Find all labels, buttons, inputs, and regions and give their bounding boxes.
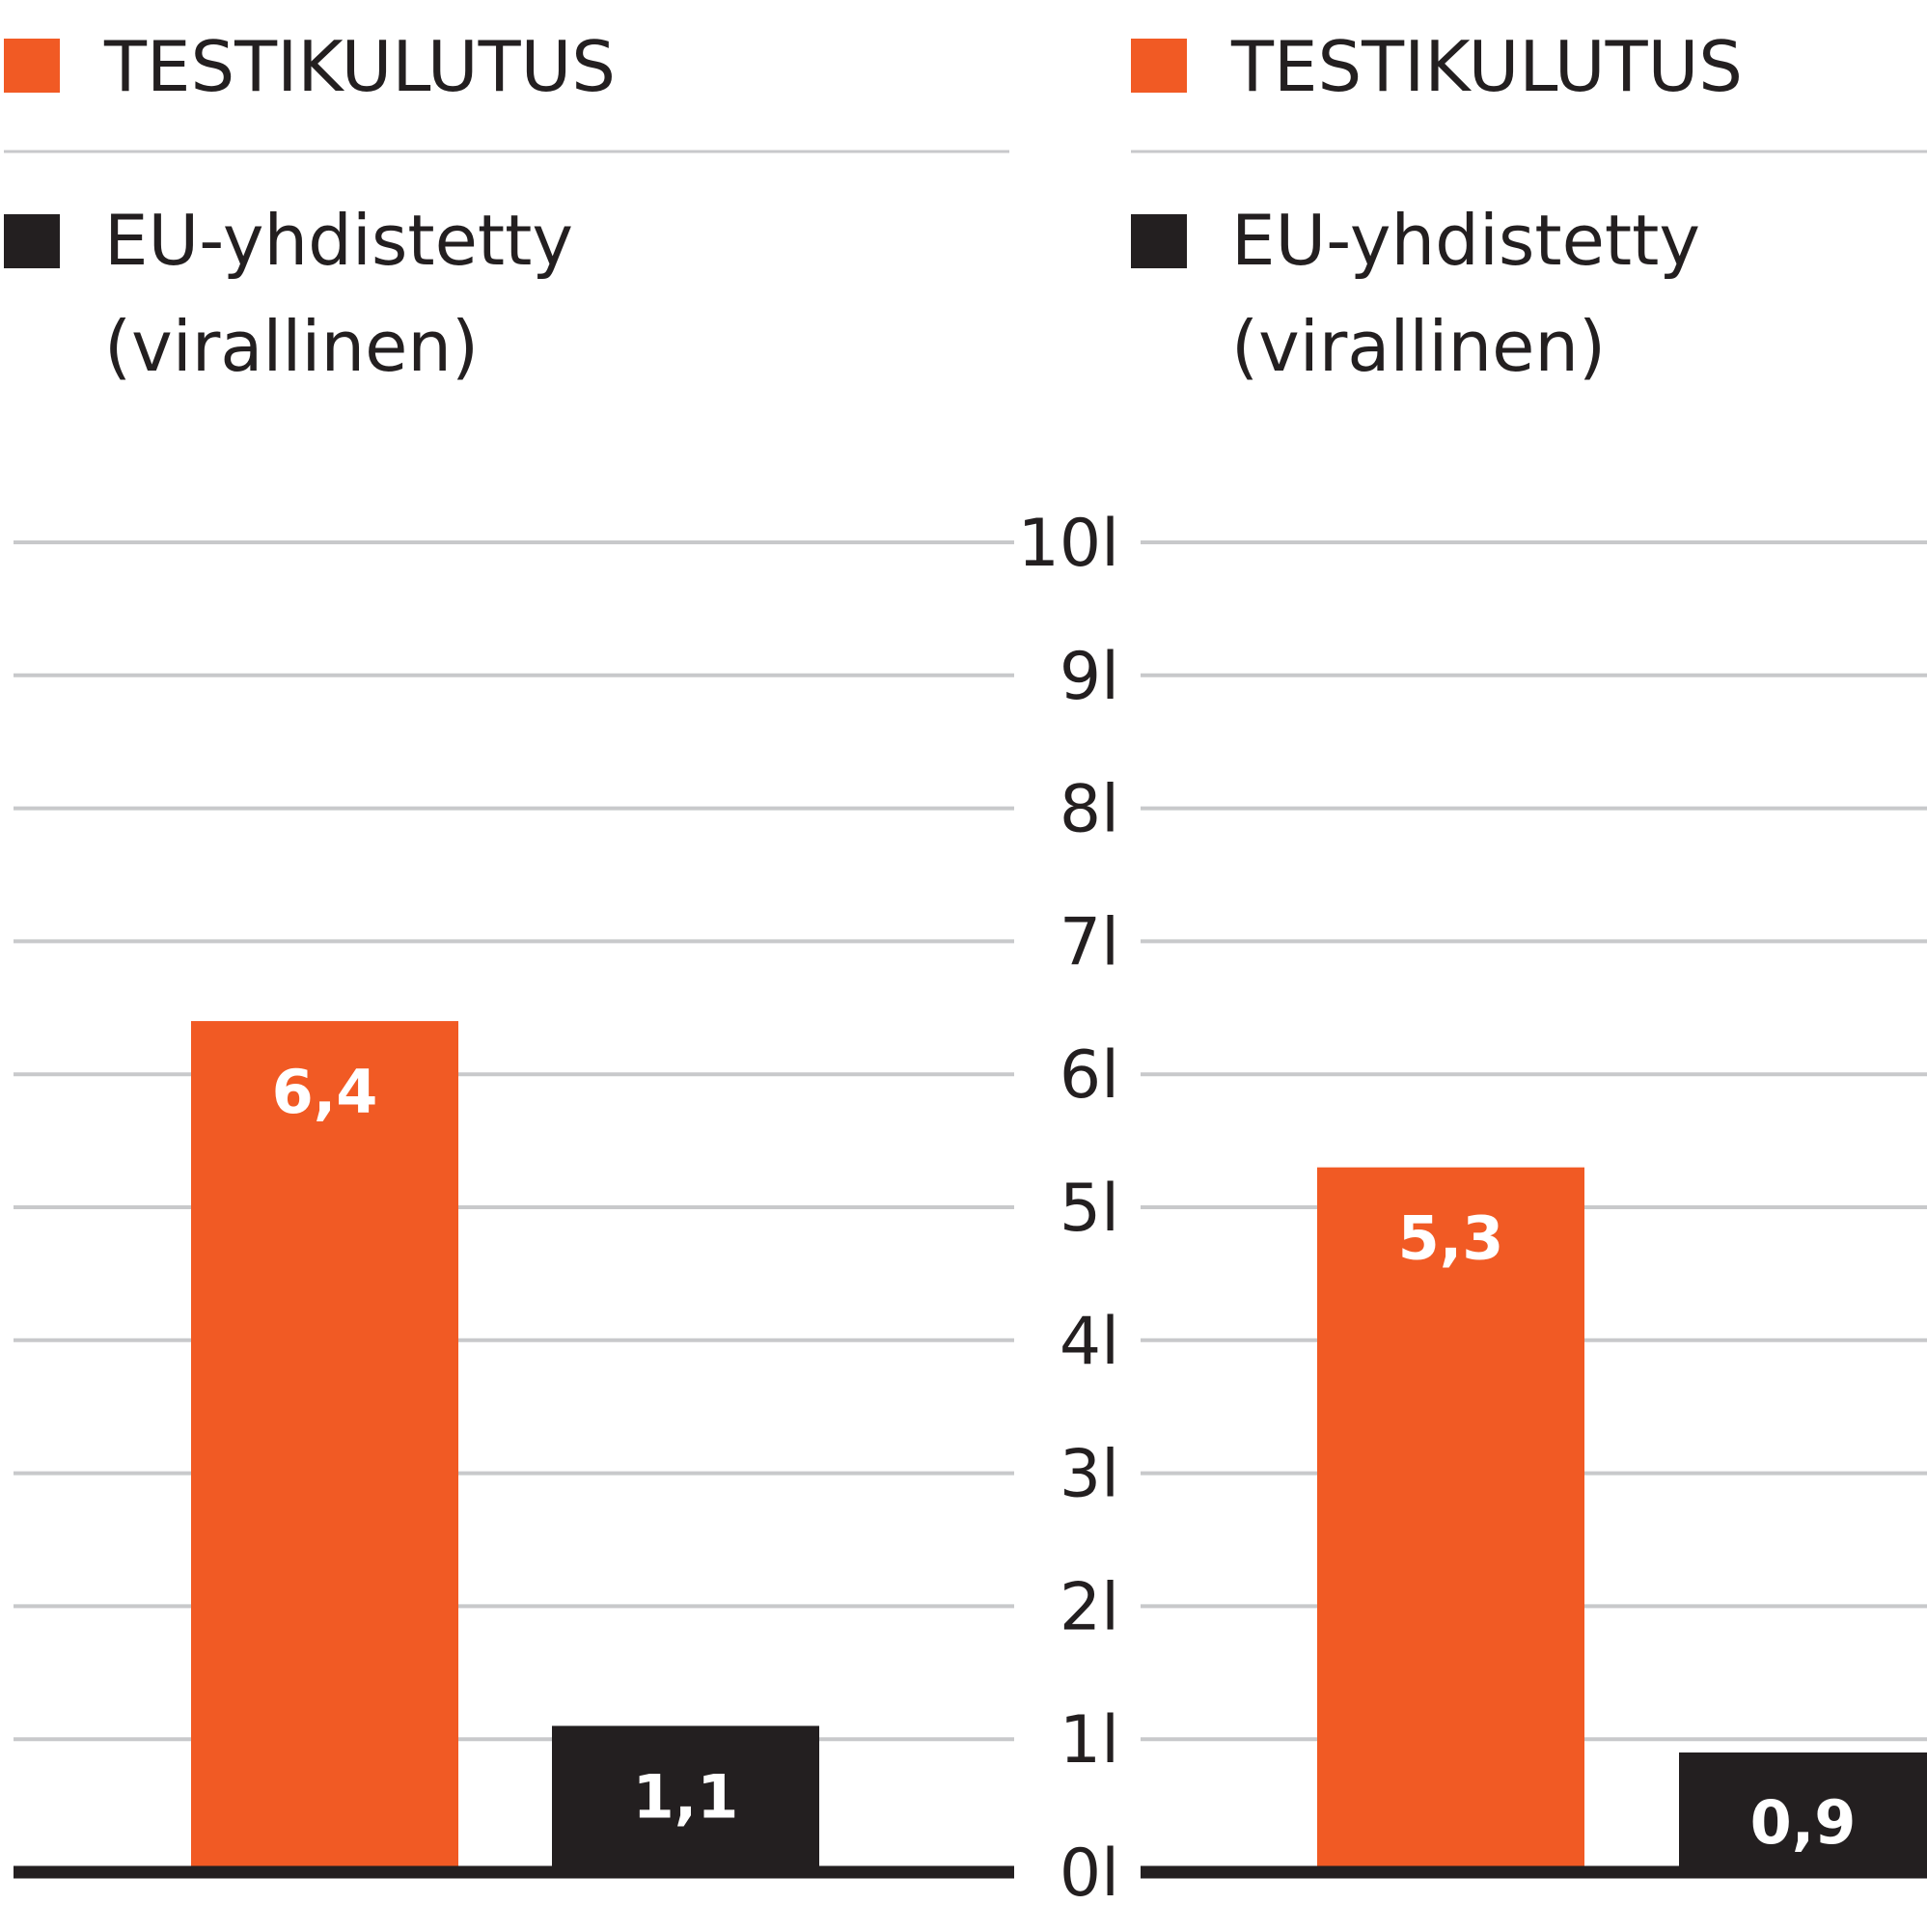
legend-label-official-line1: EU-yhdistetty [104,200,573,281]
legend-label-official-line1: EU-yhdistetty [1231,200,1700,281]
y-tick-label: 3l [1060,1437,1119,1513]
legend-swatch-official [4,214,60,268]
legend-label-official-line2: (virallinen) [104,306,479,387]
y-axis-ticks: 0l 1l 2l 3l 4l 5l 6l 7l 8l 9l 10l [1018,506,1119,1912]
bars [191,1021,1927,1872]
bar-test [1317,1167,1584,1872]
y-tick-label: 9l [1060,639,1119,715]
y-tick-label: 10l [1018,506,1119,582]
legend-swatch-test [4,39,60,93]
y-tick-label: 6l [1060,1037,1119,1114]
legend-swatch-test [1131,39,1187,93]
bar-value-label: 1,1 [633,1761,739,1832]
y-tick-label: 4l [1060,1304,1119,1380]
y-tick-label: 0l [1060,1835,1119,1912]
y-tick-label: 5l [1060,1171,1119,1247]
bar-test [191,1021,458,1872]
y-tick-label: 1l [1060,1702,1119,1779]
bar-official [552,1725,819,1872]
legend-swatch-official [1131,214,1187,268]
gridlines [14,540,1927,1742]
legend-label-test: TESTIKULUTUS [103,26,616,107]
bar-value-label: 6,4 [272,1057,378,1127]
bar-value-label: 0,9 [1750,1787,1857,1858]
bar-value-label: 5,3 [1398,1203,1504,1274]
y-tick-label: 2l [1060,1569,1119,1645]
y-tick-label: 8l [1060,772,1119,848]
data-labels: 6,4 1,1 5,3 0,9 [272,1057,1857,1858]
y-tick-label: 7l [1060,904,1119,980]
bar-official [1679,1752,1927,1872]
legend-left: TESTIKULUTUS EU-yhdistetty (virallinen) [4,26,1009,387]
legend-right: TESTIKULUTUS EU-yhdistetty (virallinen) [1131,26,1927,387]
legend-label-test: TESTIKULUTUS [1230,26,1743,107]
legend-label-official-line2: (virallinen) [1231,306,1606,387]
